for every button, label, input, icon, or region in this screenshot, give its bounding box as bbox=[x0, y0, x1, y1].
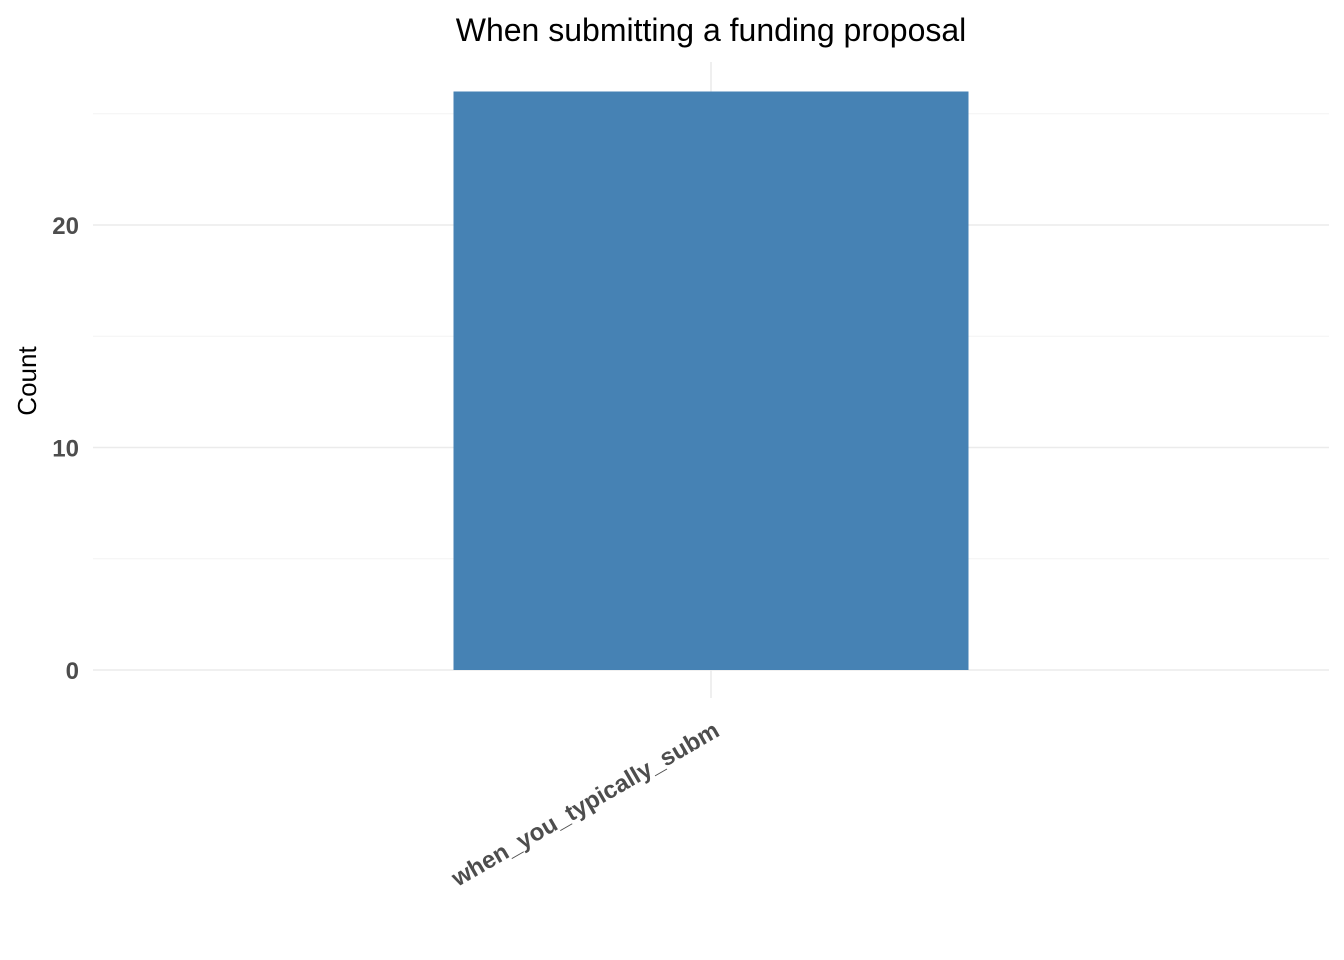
x-tick-label: when_you_typically_subm bbox=[446, 717, 724, 893]
y-tick-labels: 0 10 20 bbox=[52, 213, 79, 685]
bar bbox=[453, 91, 969, 670]
y-tick-label: 10 bbox=[52, 436, 79, 463]
chart-title: When submitting a funding proposal bbox=[456, 12, 967, 48]
bars bbox=[453, 91, 969, 670]
y-axis-title: Count bbox=[12, 346, 42, 416]
y-tick-label: 20 bbox=[52, 213, 79, 240]
x-tick-labels: when_you_typically_subm bbox=[446, 717, 724, 893]
y-tick-label: 0 bbox=[66, 658, 79, 685]
